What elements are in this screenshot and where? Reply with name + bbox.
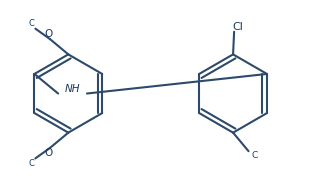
Text: C: C: [28, 159, 34, 168]
Text: C: C: [28, 19, 34, 28]
Text: NH: NH: [65, 84, 80, 94]
Text: O: O: [45, 148, 53, 158]
Text: O: O: [45, 29, 53, 39]
Text: C: C: [251, 151, 258, 160]
Text: Cl: Cl: [233, 22, 244, 32]
